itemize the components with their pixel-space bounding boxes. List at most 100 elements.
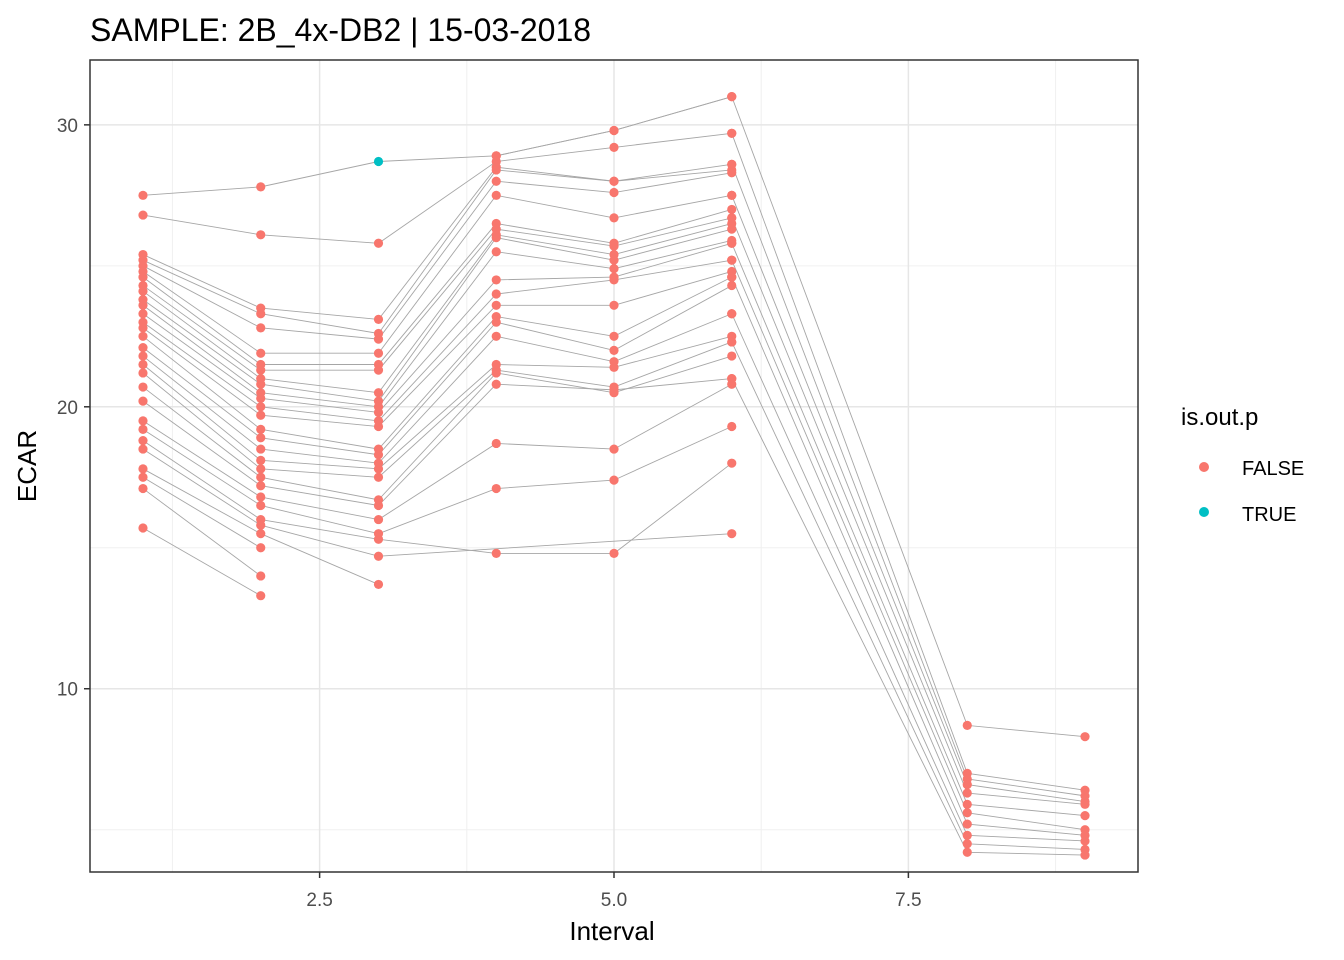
data-point — [609, 187, 619, 198]
data-point — [609, 475, 619, 485]
data-point — [138, 309, 148, 319]
y-tick-label: 20 — [57, 398, 78, 419]
series-line — [142, 259, 732, 422]
data-point — [491, 438, 501, 449]
chart-title: SAMPLE: 2B_4x-DB2 | 15-03-2018 — [90, 12, 591, 48]
data-point — [373, 500, 384, 511]
data-point — [256, 424, 266, 434]
series-line — [142, 208, 732, 365]
data-point — [491, 331, 501, 341]
data-point — [256, 379, 266, 389]
data-point — [256, 182, 266, 192]
data-point — [491, 317, 501, 327]
data-point — [138, 331, 148, 341]
data-point — [138, 472, 148, 482]
data-point — [373, 472, 384, 482]
data-point — [609, 331, 619, 341]
data-point — [138, 483, 148, 494]
series-line — [142, 172, 732, 340]
series-line — [142, 476, 261, 549]
data-point — [727, 309, 737, 319]
legend-title: is.out.p — [1181, 404, 1258, 431]
data-point — [491, 233, 501, 243]
data-point — [373, 421, 384, 432]
series-line — [142, 240, 732, 408]
data-point — [491, 368, 501, 378]
x-tick-label: 7.5 — [895, 890, 921, 911]
series-line — [142, 355, 732, 501]
data-point — [373, 334, 384, 344]
data-point — [256, 492, 266, 502]
data-point — [962, 830, 972, 840]
data-point — [609, 142, 619, 153]
data-point — [962, 819, 972, 829]
data-point — [962, 799, 972, 809]
data-point — [256, 571, 266, 581]
data-point — [138, 436, 148, 446]
series-line — [142, 313, 732, 464]
series-line — [142, 341, 732, 478]
y-axis-title: ECAR — [12, 430, 42, 502]
data-point — [138, 210, 148, 220]
series-line — [142, 217, 732, 371]
series-line — [496, 96, 1086, 738]
data-point — [138, 323, 148, 333]
data-point — [373, 551, 384, 561]
data-point — [373, 579, 384, 590]
data-point — [727, 213, 737, 223]
data-point — [373, 514, 384, 525]
data-point — [491, 379, 501, 389]
data-point — [727, 421, 737, 432]
data-point — [256, 591, 266, 601]
series-line — [142, 383, 732, 521]
data-point — [962, 720, 972, 730]
data-point — [727, 224, 737, 234]
data-point — [138, 464, 148, 474]
data-point — [256, 433, 266, 443]
data-point — [609, 385, 619, 395]
series-line — [142, 276, 732, 450]
data-point — [138, 523, 148, 533]
data-point — [609, 548, 619, 559]
data-point — [1080, 732, 1090, 742]
data-point — [491, 275, 501, 285]
y-tick-label: 30 — [57, 116, 78, 137]
data-point — [491, 165, 501, 175]
data-point — [1080, 836, 1090, 846]
data-point — [138, 342, 148, 353]
data-point — [373, 464, 384, 474]
data-point — [727, 272, 737, 282]
data-point — [256, 402, 266, 412]
data-point — [727, 373, 737, 384]
outlier-point — [373, 156, 384, 167]
legend-key-true — [1199, 507, 1209, 517]
data-point — [727, 238, 737, 248]
data-point — [491, 289, 501, 299]
data-point — [727, 255, 737, 265]
data-point — [256, 472, 266, 482]
data-point — [373, 407, 384, 418]
series-line — [142, 527, 261, 597]
data-point — [256, 500, 266, 511]
data-point — [609, 264, 619, 274]
data-point — [256, 543, 266, 553]
series-line — [142, 228, 732, 402]
series-line — [142, 163, 732, 320]
data-point — [491, 483, 501, 494]
data-point — [962, 847, 972, 857]
data-point — [727, 337, 737, 347]
data-point — [962, 788, 972, 798]
data-point — [138, 396, 148, 406]
data-point — [138, 368, 148, 378]
data-point — [256, 529, 266, 539]
data-point — [256, 455, 266, 465]
data-points — [138, 92, 1090, 860]
x-tick-label: 2.5 — [306, 890, 332, 911]
data-point — [373, 534, 384, 544]
series-line — [142, 440, 733, 554]
data-point — [727, 168, 737, 178]
data-point — [138, 359, 148, 370]
data-point — [491, 151, 501, 161]
data-point — [727, 204, 737, 215]
